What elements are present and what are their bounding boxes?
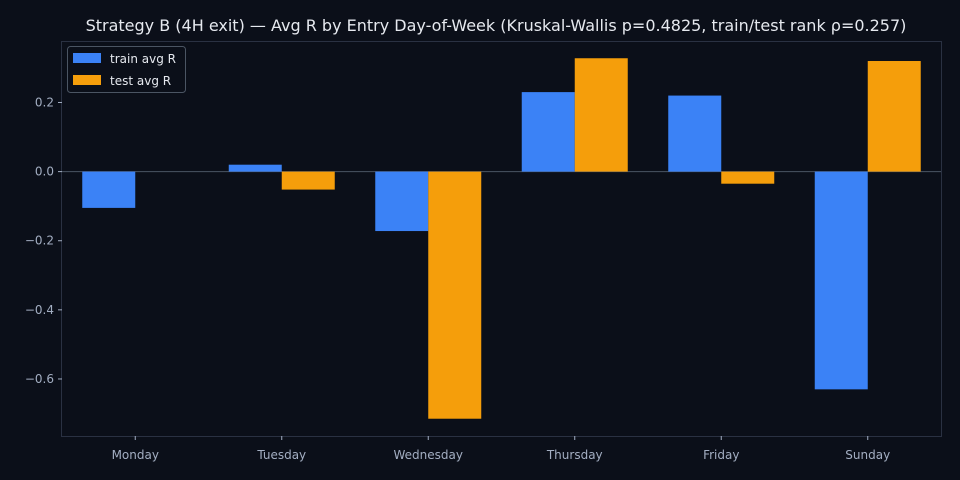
legend-label-test: test avg R (110, 74, 171, 88)
chart-title: Strategy B (4H exit) — Avg R by Entry Da… (86, 16, 907, 35)
x-axis-ticks: Monday Tuesday Wednesday Thursday Friday Sund… (112, 436, 890, 462)
x-tick-label-sunday: Sunday (845, 448, 890, 462)
legend-swatch-test (73, 75, 101, 85)
x-tick-label-friday: Friday (703, 448, 739, 462)
bar-train-thursday (521, 92, 575, 172)
bar-train-tuesday (228, 164, 282, 172)
bar-train-friday (668, 95, 722, 172)
legend-swatch-train (73, 53, 101, 63)
y-tick-label: −0.2 (25, 234, 54, 248)
y-tick-label: −0.4 (25, 303, 54, 317)
x-tick-label-thursday: Thursday (546, 448, 603, 462)
bar-test-wednesday (428, 171, 482, 419)
x-tick-label-tuesday: Tuesday (256, 448, 306, 462)
y-tick-label: 0.0 (35, 165, 54, 179)
bar-test-friday (721, 171, 775, 184)
x-tick-label-monday: Monday (112, 448, 159, 462)
plot-frame (61, 41, 942, 437)
bar-train-sunday (814, 171, 868, 390)
legend: train avg R test avg R (67, 46, 186, 93)
bar-test-sunday (867, 61, 921, 172)
x-tick-label-wednesday: Wednesday (394, 448, 463, 462)
y-tick-label: 0.2 (35, 95, 54, 109)
legend-label-train: train avg R (110, 52, 176, 66)
bar-train-wednesday (375, 171, 429, 232)
bar-test-tuesday (281, 171, 335, 190)
bar-test-thursday (574, 58, 628, 172)
bars-group (82, 58, 921, 419)
y-tick-label: −0.6 (25, 372, 54, 386)
bar-train-monday (82, 171, 136, 208)
y-axis-ticks: 0.2 0.0 −0.2 −0.4 −0.6 (25, 95, 62, 386)
